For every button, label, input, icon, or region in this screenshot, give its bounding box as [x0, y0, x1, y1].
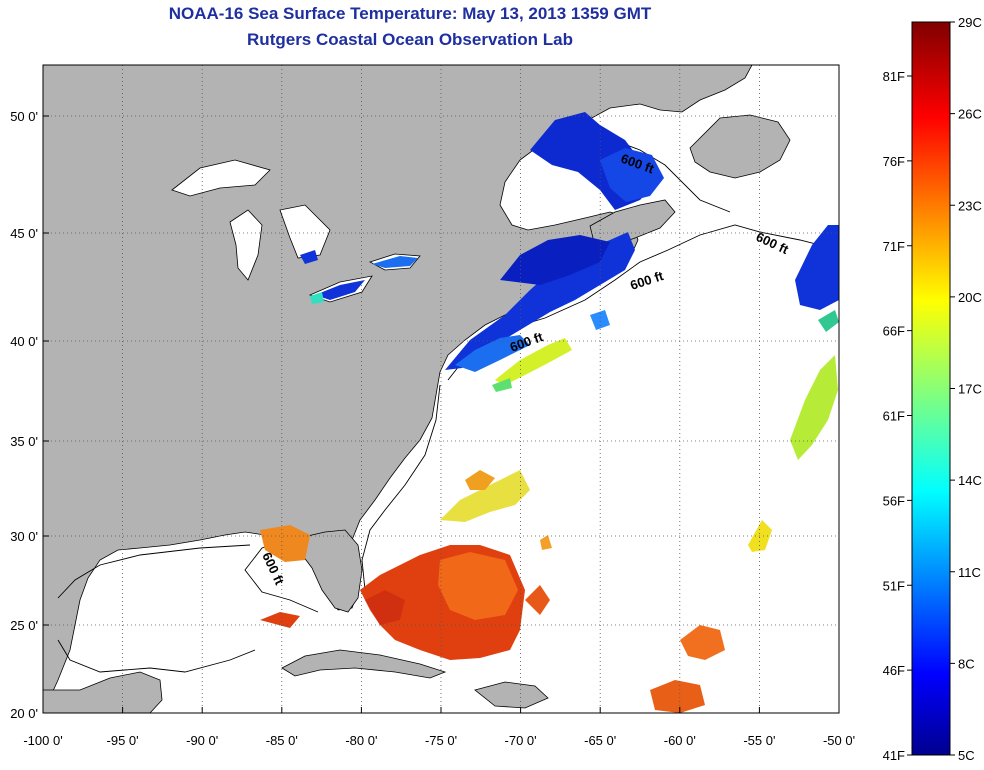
colorbar-celsius-label: 8C: [958, 656, 975, 671]
latitude-axis: 50 0' 45 0' 40 0' 35 0' 30 0' 25 0' 20 0': [10, 109, 38, 721]
florida-land: [289, 529, 363, 613]
temperature-colorbar: [911, 21, 951, 756]
colorbar-fahrenheit-label: 51F: [883, 578, 905, 593]
lon-tick-label: -70 0': [505, 733, 537, 748]
colorbar-fahrenheit-label: 56F: [883, 493, 905, 508]
colorbar-fahrenheit-label: 46F: [883, 663, 905, 678]
colorbar-celsius-label: 17C: [958, 382, 982, 397]
lat-tick-label: 45 0': [10, 226, 38, 241]
lon-tick-label: -100 0': [23, 733, 62, 748]
map-graticule: [42, 65, 840, 714]
colorbar-celsius-label: 5C: [958, 748, 975, 763]
lon-tick-label: -95 0': [107, 733, 139, 748]
longitude-axis: -100 0' -95 0' -90 0' -85 0' -80 0' -75 0' -70…: [23, 733, 855, 748]
lat-tick-label: 50 0': [10, 109, 38, 124]
cuba-land: [281, 649, 447, 679]
lon-tick-label: -80 0': [345, 733, 377, 748]
colorbar-celsius-label: 20C: [958, 290, 982, 305]
lon-tick-label: -55 0': [743, 733, 775, 748]
map-frame: [42, 64, 840, 714]
lat-tick-label: 35 0': [10, 434, 38, 449]
sst-data-layer: [260, 112, 839, 713]
yucatan-land: [43, 671, 163, 713]
colorbar-fahrenheit-label: 66F: [883, 324, 905, 339]
lat-tick-label: 20 0': [10, 706, 38, 721]
lon-tick-label: -75 0': [425, 733, 457, 748]
colorbar-celsius-label: 11C: [958, 565, 981, 580]
colorbar-fahrenheit-label: 81F: [883, 69, 905, 84]
lon-tick-label: -60 0': [664, 733, 696, 748]
map-title: NOAA-16 Sea Surface Temperature: May 13,…: [168, 4, 652, 23]
lake-michigan: [229, 209, 263, 281]
colorbar-fahrenheit-label: 76F: [883, 154, 905, 169]
map-subtitle: Rutgers Coastal Ocean Observation Lab: [247, 30, 573, 49]
lon-tick-label: -50 0': [823, 733, 855, 748]
colorbar-celsius-label: 29C: [958, 15, 982, 30]
colorbar-fahrenheit-label: 71F: [883, 239, 905, 254]
colorbar-celsius-label: 14C: [958, 473, 982, 488]
lat-tick-label: 25 0': [10, 618, 38, 633]
lon-tick-label: -85 0': [266, 733, 298, 748]
colorbar-labels: 29C 26C 23C 20C 17C 14C 11C 8C 5C 81F 76F 71F 66F 61F…: [883, 15, 982, 763]
colorbar-fahrenheit-label: 61F: [883, 409, 905, 424]
lon-tick-label: -65 0': [584, 733, 616, 748]
colorbar-celsius-label: 23C: [958, 198, 982, 213]
lon-tick-label: -90 0': [186, 733, 218, 748]
lat-tick-label: 40 0': [10, 334, 38, 349]
lat-tick-label: 30 0': [10, 529, 38, 544]
colorbar-celsius-label: 26C: [958, 107, 982, 122]
hispaniola-land: [474, 681, 549, 709]
lake-huron: [279, 204, 331, 259]
colorbar-fahrenheit-label: 41F: [883, 748, 905, 763]
lake-superior: [171, 159, 271, 197]
